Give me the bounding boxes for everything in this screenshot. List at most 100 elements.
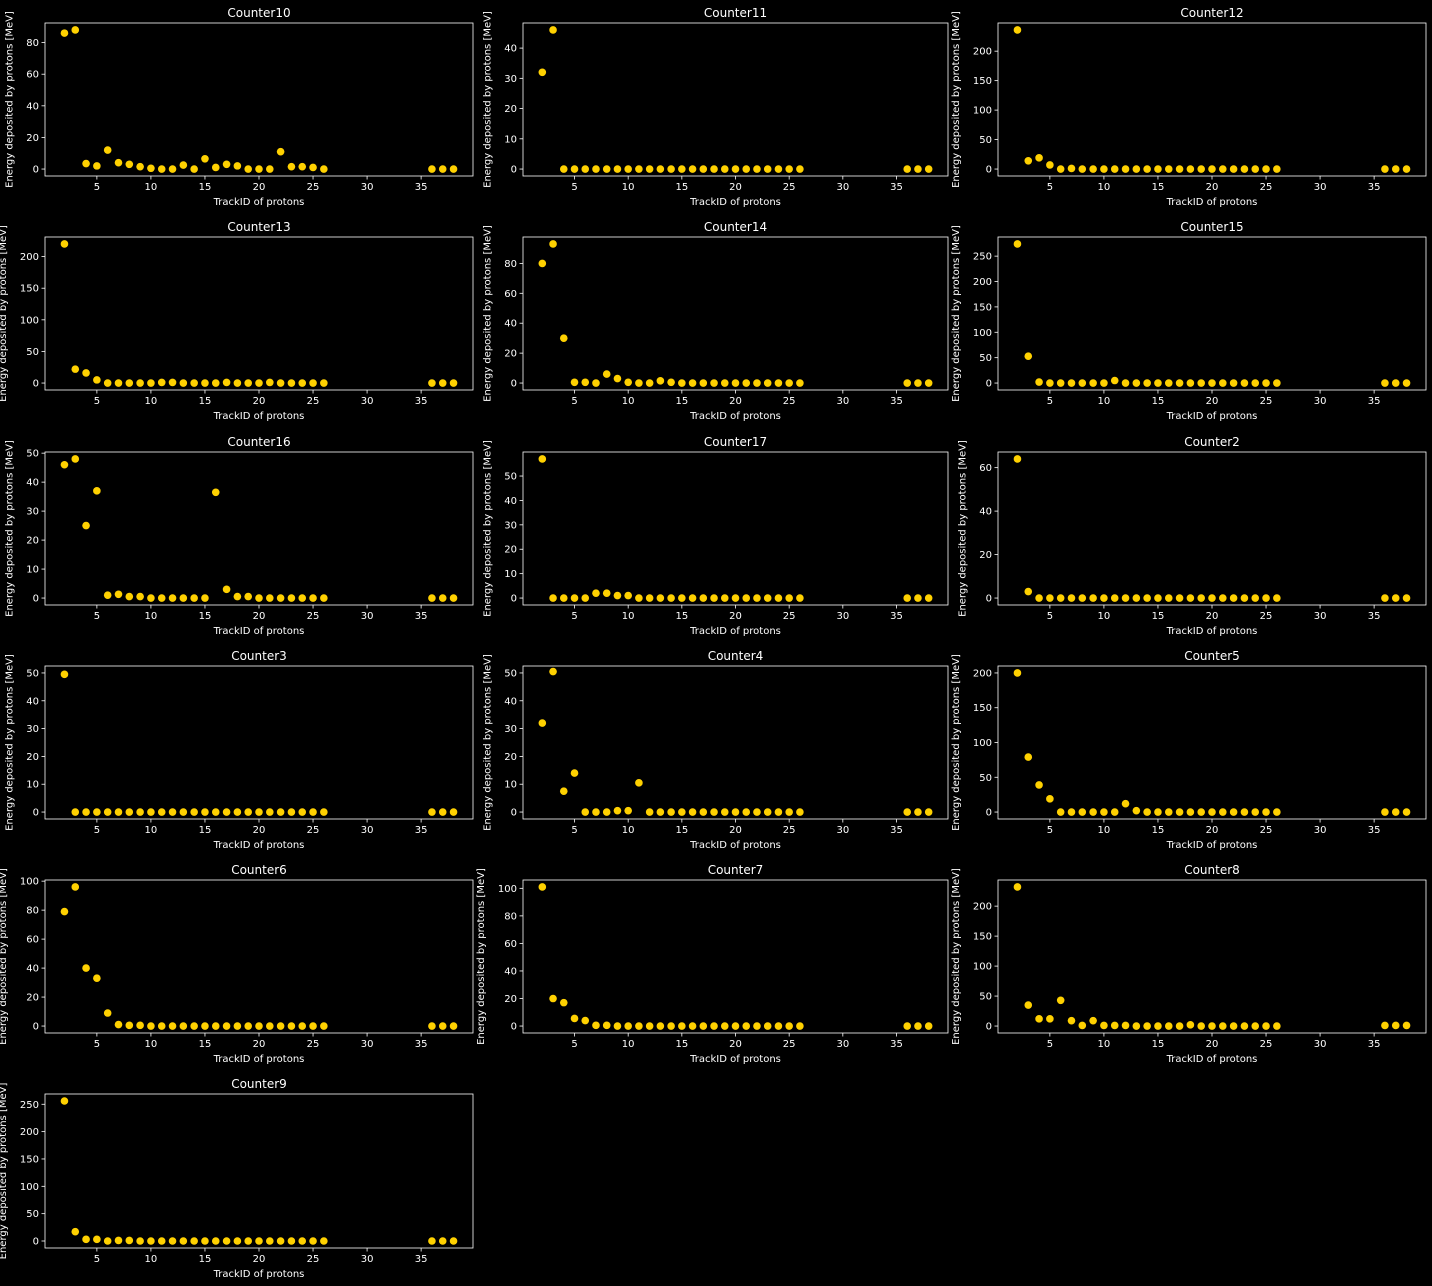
y-tick-label: 0 bbox=[33, 1237, 39, 1248]
data-point bbox=[1391, 379, 1400, 387]
data-point bbox=[276, 808, 285, 816]
data-point bbox=[699, 808, 708, 816]
data-point bbox=[549, 667, 557, 676]
data-point bbox=[266, 594, 274, 602]
data-point bbox=[298, 1237, 307, 1245]
data-point bbox=[613, 591, 622, 600]
y-tick-label: 100 bbox=[20, 877, 39, 888]
data-point bbox=[276, 594, 285, 602]
data-point bbox=[222, 1022, 231, 1030]
x-tick-label: 30 bbox=[836, 182, 849, 193]
y-tick-label: 50 bbox=[979, 135, 992, 146]
data-point bbox=[1402, 808, 1411, 816]
data-point bbox=[785, 165, 793, 173]
x-axis-label: TrackID of protons bbox=[689, 197, 781, 208]
data-point bbox=[1402, 594, 1411, 602]
data-point bbox=[255, 1237, 263, 1245]
y-tick-label: 150 bbox=[973, 76, 992, 87]
data-point bbox=[103, 808, 112, 816]
data-point bbox=[320, 165, 328, 173]
data-point bbox=[1175, 808, 1184, 816]
y-tick-label: 20 bbox=[504, 994, 517, 1005]
x-tick-label: 10 bbox=[145, 611, 158, 622]
data-point bbox=[287, 594, 296, 602]
y-tick-label: 50 bbox=[504, 472, 517, 483]
data-point bbox=[179, 161, 188, 169]
data-point bbox=[1154, 808, 1162, 816]
data-point bbox=[114, 379, 123, 387]
data-point bbox=[428, 594, 436, 602]
y-tick-label: 150 bbox=[973, 703, 992, 714]
x-tick-label: 25 bbox=[307, 1039, 320, 1050]
x-tick-label: 20 bbox=[253, 1039, 266, 1050]
x-tick-label: 20 bbox=[1206, 611, 1219, 622]
x-tick-label: 15 bbox=[675, 182, 688, 193]
data-point bbox=[720, 1022, 729, 1030]
data-point bbox=[731, 808, 740, 816]
data-point bbox=[449, 379, 458, 387]
y-tick-label: 80 bbox=[504, 259, 517, 270]
x-tick-label: 5 bbox=[571, 182, 577, 193]
data-point bbox=[1100, 808, 1108, 816]
data-point bbox=[60, 29, 69, 37]
data-point bbox=[538, 883, 547, 891]
data-point bbox=[602, 589, 611, 597]
data-point bbox=[1240, 808, 1249, 816]
data-point bbox=[742, 594, 751, 602]
x-tick-label: 30 bbox=[361, 182, 374, 193]
axes-frame bbox=[997, 879, 1427, 1034]
y-tick-label: 0 bbox=[986, 379, 992, 390]
data-point bbox=[1132, 1022, 1141, 1030]
data-point bbox=[1110, 165, 1119, 173]
subplot-Counter16: 5 10 15 20 25 30 35 0 10 20 30 40 50 Counter16 TrackID… bbox=[4, 435, 474, 637]
subplot-title: Counter17 bbox=[704, 435, 767, 449]
data-point bbox=[179, 594, 188, 602]
data-point bbox=[667, 808, 675, 816]
data-point bbox=[125, 808, 134, 816]
x-tick-label: 30 bbox=[361, 825, 374, 836]
x-tick-label: 35 bbox=[415, 611, 428, 622]
y-tick-label: 20 bbox=[979, 550, 992, 561]
data-point bbox=[244, 1022, 252, 1030]
data-point bbox=[1186, 379, 1195, 387]
data-point bbox=[1219, 594, 1227, 602]
data-point bbox=[549, 240, 557, 248]
x-axis-label: TrackID of protons bbox=[213, 626, 305, 637]
x-tick-label: 25 bbox=[1260, 825, 1273, 836]
data-point bbox=[1391, 808, 1400, 816]
data-point bbox=[635, 379, 643, 387]
data-point bbox=[438, 808, 447, 816]
x-tick-label: 20 bbox=[253, 1254, 266, 1265]
data-point bbox=[1078, 808, 1087, 816]
data-point bbox=[710, 594, 718, 602]
x-tick-label: 15 bbox=[1152, 396, 1165, 407]
data-point bbox=[93, 487, 101, 495]
data-point bbox=[201, 1022, 209, 1030]
data-point bbox=[255, 379, 263, 387]
data-point bbox=[1089, 1016, 1097, 1025]
x-tick-label: 10 bbox=[145, 1039, 158, 1050]
y-axis-label: Energy deposited by protons [MeV] bbox=[476, 868, 487, 1045]
data-point bbox=[785, 379, 793, 387]
y-tick-label: 0 bbox=[986, 1022, 992, 1033]
data-point bbox=[211, 163, 220, 172]
data-point bbox=[1402, 1021, 1411, 1030]
x-axis-label: TrackID of protons bbox=[1166, 840, 1258, 851]
x-tick-label: 15 bbox=[199, 182, 212, 193]
data-point bbox=[1143, 165, 1151, 173]
y-tick-label: 200 bbox=[973, 668, 992, 679]
x-tick-label: 20 bbox=[253, 825, 266, 836]
data-point bbox=[1197, 808, 1205, 816]
data-point bbox=[914, 808, 922, 816]
x-tick-label: 5 bbox=[571, 1039, 577, 1050]
x-tick-label: 20 bbox=[253, 182, 266, 193]
y-axis-label: Energy deposited by protons [MeV] bbox=[957, 440, 968, 617]
data-point bbox=[731, 1022, 740, 1030]
x-tick-label: 5 bbox=[94, 182, 100, 193]
data-point bbox=[1089, 165, 1097, 173]
y-tick-label: 60 bbox=[979, 463, 992, 474]
data-point bbox=[1024, 753, 1033, 761]
y-tick-label: 100 bbox=[973, 328, 992, 339]
x-tick-label: 10 bbox=[1098, 825, 1111, 836]
x-tick-label: 20 bbox=[729, 825, 742, 836]
